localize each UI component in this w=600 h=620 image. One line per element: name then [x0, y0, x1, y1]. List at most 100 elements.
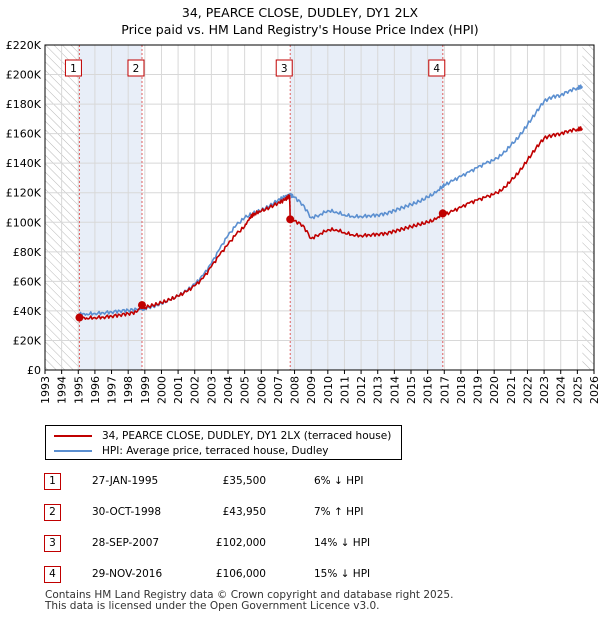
sale-marker-label: 3 — [281, 63, 288, 75]
y-tick-label: £120K — [6, 187, 42, 200]
no-data-hatch — [45, 45, 80, 370]
plot-frame — [44, 44, 595, 371]
sale-point — [286, 215, 295, 224]
x-tick-label: 2013 — [372, 376, 385, 404]
x-tick-label: 1997 — [106, 376, 119, 404]
x-tick-label: 2015 — [405, 376, 418, 404]
sale-marker-label: 4 — [433, 63, 440, 75]
transaction-row: 3 28-SEP-2007 £102,000 14% ↓ HPI — [38, 535, 418, 566]
hpi-line — [78, 84, 584, 317]
legend-label-hpi: HPI: Average price, terraced house, Dudl… — [102, 445, 329, 457]
x-tick-label: 2006 — [255, 376, 268, 404]
title-line-1: 34, PEARCE CLOSE, DUDLEY, DY1 2LX — [181, 5, 419, 20]
x-tick-label: 1994 — [56, 376, 69, 404]
legend-label-property: 34, PEARCE CLOSE, DUDLEY, DY1 2LX (terra… — [102, 430, 392, 442]
x-tick-label: 2023 — [538, 376, 551, 404]
footer-line-2: This data is licensed under the Open Gov… — [45, 600, 380, 612]
y-tick-label: £100K — [6, 216, 42, 229]
legend-swatch-hpi — [54, 450, 92, 452]
sale-marker-badge — [64, 59, 82, 77]
transaction-date: 28-SEP-2007 — [92, 537, 160, 549]
x-tick-label: 2005 — [239, 376, 252, 404]
footer-line-1: Contains HM Land Registry data © Crown c… — [45, 589, 454, 601]
y-tick-label: £140K — [6, 157, 42, 170]
transaction-row: 2 30-OCT-1998 £43,950 7% ↑ HPI — [38, 504, 418, 535]
legend-item-property: 34, PEARCE CLOSE, DUDLEY, DY1 2LX (terra… — [54, 429, 391, 443]
x-tick-label: 2018 — [455, 376, 468, 404]
transaction-date: 30-OCT-1998 — [92, 506, 161, 518]
x-tick-label: 2001 — [172, 376, 185, 404]
x-tick-label: 2002 — [189, 376, 202, 404]
transaction-date: 29-NOV-2016 — [92, 568, 163, 580]
y-tick-label: £0 — [27, 364, 41, 377]
x-tick-label: 1998 — [122, 376, 135, 404]
y-tick-label: £20K — [13, 334, 42, 347]
x-tick-label: 1996 — [89, 376, 102, 404]
transaction-number-badge: 4 — [44, 566, 61, 583]
x-tick-label: 2020 — [488, 376, 501, 404]
sale-point — [137, 301, 146, 310]
x-tick-label: 2010 — [322, 376, 335, 404]
transaction-price: £35,500 — [222, 475, 266, 487]
x-tick-label: 2012 — [355, 376, 368, 404]
x-tick-label: 2009 — [305, 376, 318, 404]
x-tick-label: 1995 — [72, 376, 85, 404]
transaction-number-badge: 2 — [44, 504, 61, 521]
sale-marker-badge — [428, 59, 446, 77]
y-tick-label: £80K — [13, 246, 42, 259]
transaction-price: £106,000 — [215, 568, 266, 580]
sale-point — [75, 313, 84, 322]
title-line-2: Price paid vs. HM Land Registry's House … — [121, 22, 479, 37]
x-tick-label: 1993 — [39, 376, 52, 404]
transaction-date: 27-JAN-1995 — [92, 475, 159, 487]
transaction-row: 1 27-JAN-1995 £35,500 6% ↓ HPI — [38, 473, 418, 504]
x-tick-label: 2011 — [338, 376, 351, 404]
sale-marker-label: 2 — [133, 63, 140, 75]
x-tick-label: 2016 — [422, 376, 435, 404]
x-tick-label: 2003 — [205, 376, 218, 404]
x-tick-label: 2021 — [505, 376, 518, 404]
transaction-price: £102,000 — [215, 537, 266, 549]
price-chart: 1 2 3 4 £0 £20K £40K £60K £80K £100K £120K £140K £1… — [6, 39, 600, 404]
x-tick-label: 2014 — [388, 376, 401, 404]
no-data-hatch — [582, 45, 594, 370]
sale-marker-badge — [127, 59, 145, 77]
x-tick-label: 2026 — [588, 376, 600, 404]
footer-attribution: Contains HM Land Registry data © Crown c… — [45, 590, 453, 612]
sale-point — [438, 209, 447, 218]
transaction-hpi-diff: 6% ↓ HPI — [314, 475, 364, 487]
y-tick-label: £180K — [6, 98, 42, 111]
legend: 34, PEARCE CLOSE, DUDLEY, DY1 2LX (terra… — [45, 425, 402, 460]
x-tick-label: 2004 — [222, 376, 235, 404]
legend-item-hpi: HPI: Average price, terraced house, Dudl… — [54, 444, 329, 458]
ownership-period-shade — [79, 45, 142, 370]
transaction-number-badge: 3 — [44, 535, 61, 552]
x-tick-label: 2000 — [155, 376, 168, 404]
y-tick-label: £40K — [13, 305, 42, 318]
x-tick-label: 2007 — [272, 376, 285, 404]
x-tick-label: 2025 — [571, 376, 584, 404]
transaction-price: £43,950 — [222, 506, 266, 518]
y-tick-label: £220K — [6, 39, 42, 52]
x-tick-label: 2017 — [438, 376, 451, 404]
chart-title: 34, PEARCE CLOSE, DUDLEY, DY1 2LX Price … — [0, 4, 600, 38]
y-tick-label: £200K — [6, 69, 42, 82]
y-tick-label: £60K — [13, 275, 42, 288]
sale-marker-badge — [275, 59, 293, 77]
transaction-hpi-diff: 14% ↓ HPI — [314, 537, 371, 549]
x-tick-label: 2024 — [555, 376, 568, 404]
transaction-number-badge: 1 — [44, 473, 61, 490]
legend-swatch-property — [54, 435, 92, 437]
x-tick-label: 2019 — [472, 376, 485, 404]
property-price-line — [78, 126, 584, 320]
ownership-period-shade — [290, 45, 443, 370]
transaction-hpi-diff: 7% ↑ HPI — [314, 506, 364, 518]
x-tick-label: 2008 — [289, 376, 302, 404]
sale-marker-label: 1 — [70, 63, 77, 75]
transactions-table: 1 27-JAN-1995 £35,500 6% ↓ HPI 2 30-OCT-… — [38, 473, 418, 597]
transaction-hpi-diff: 15% ↓ HPI — [314, 568, 371, 580]
y-tick-label: £160K — [6, 128, 42, 141]
x-tick-label: 2022 — [521, 376, 534, 404]
x-tick-label: 1999 — [139, 376, 152, 404]
transaction-row: 4 29-NOV-2016 £106,000 15% ↓ HPI — [38, 566, 418, 597]
